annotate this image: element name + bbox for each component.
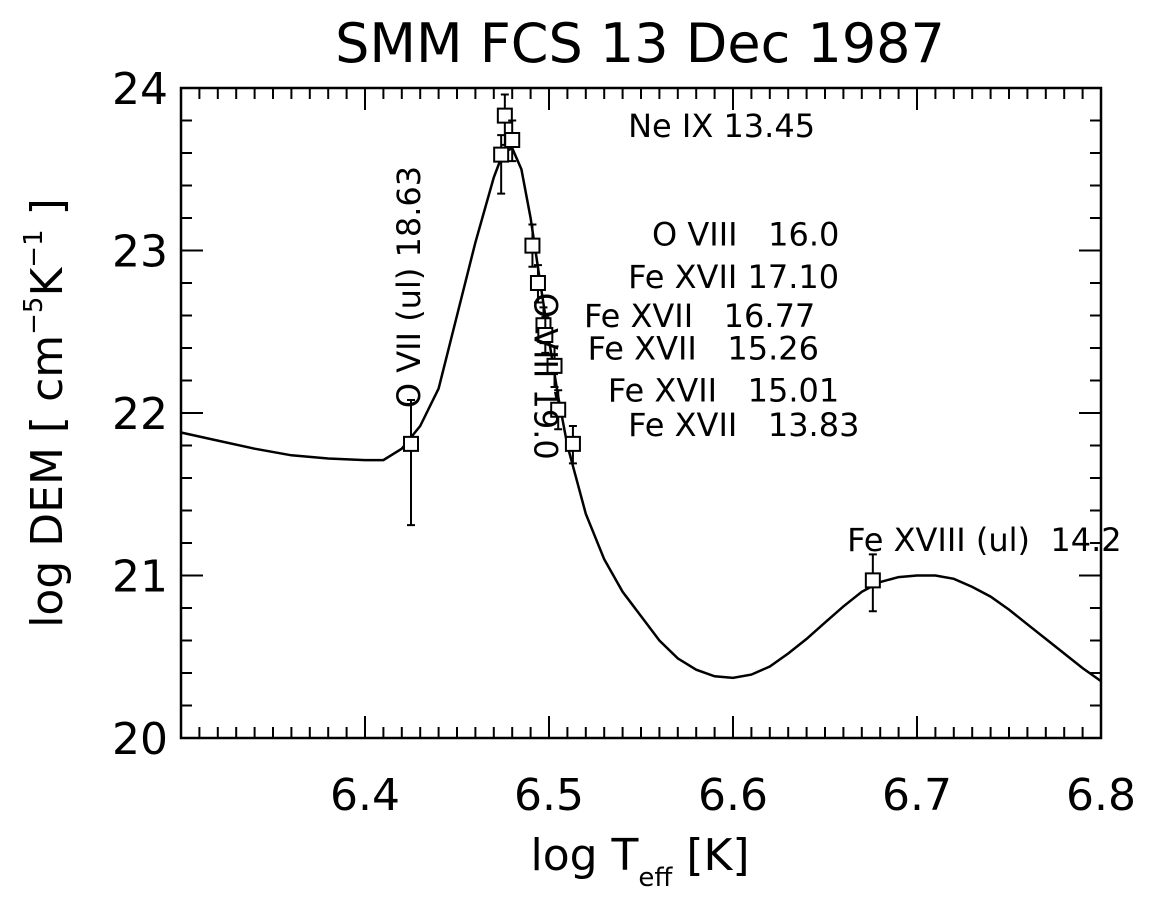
line-annotations: O VII (ul) 18.63 O VIII 19.0 Ne IX 13.45 O … [390,107,1121,559]
line-annotation: Fe XVII 15.01 [608,372,839,410]
data-points [403,93,881,613]
data-point-marker [864,572,881,589]
line-annotation: O VIII 16.0 [652,216,839,254]
x-tick-label: 6.7 [882,770,952,821]
y-axis-tick-labels: 20 21 22 23 24 [112,64,168,765]
data-point-marker [493,146,510,163]
x-tick-label: 6.6 [698,770,768,821]
y-axis-ticks [181,87,1101,739]
x-axis-tick-labels: 6.4 6.5 6.6 6.7 6.8 [330,770,1136,821]
data-point-marker [550,401,567,418]
y-tick-label: 24 [112,64,168,115]
line-annotation: Fe XVII 16.77 [584,297,815,335]
x-tick-label: 6.4 [330,770,400,821]
data-point-marker [529,275,546,291]
y-axis-label: log DEM [ cm−5K−1 ] [19,198,73,628]
y-tick-label: 22 [112,389,168,440]
x-tick-label: 6.8 [1066,770,1136,821]
line-annotation: Fe XVIII (ul) 14.2 [847,521,1122,559]
line-annotation: O VIII 19.0 [526,293,564,460]
line-annotation: O VII (ul) 18.63 [390,166,428,408]
y-tick-label: 23 [112,227,168,278]
x-axis-label: log Teff [K] [530,830,749,893]
x-axis-ticks [180,88,1102,738]
line-annotation: Fe XVII 17.10 [628,258,839,296]
data-point-marker [537,327,554,343]
dem-curve [180,146,1102,683]
data-point-marker [546,357,563,374]
line-annotation: Fe XVII 15.26 [588,329,819,367]
x-tick-label: 6.5 [514,770,584,821]
y-tick-label: 20 [112,714,168,765]
chart-title: SMM FCS 13 Dec 1987 [335,12,945,75]
data-point-marker [524,237,541,254]
line-annotation: Fe XVII 13.83 [628,406,859,444]
data-point-marker [564,435,581,452]
data-point-marker [504,132,521,148]
data-point-marker [496,107,513,124]
y-tick-label: 21 [112,552,168,603]
line-annotation: Ne IX 13.45 [628,107,815,145]
data-point-marker [403,435,419,452]
